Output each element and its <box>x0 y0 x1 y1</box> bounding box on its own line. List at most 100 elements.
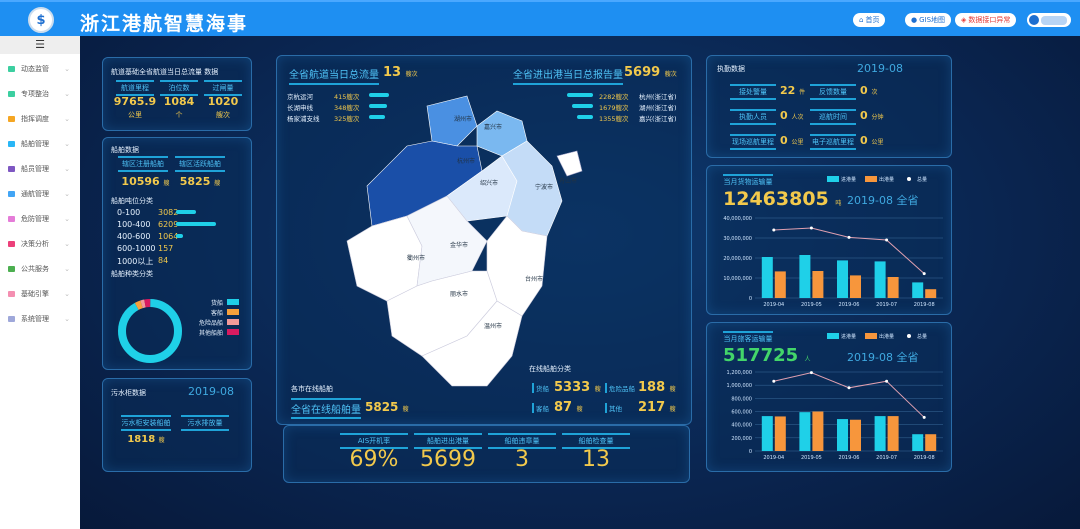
legend-label: 出港量 <box>879 333 894 340</box>
sidebar-item[interactable]: 指挥调度 ⌄ <box>0 106 80 131</box>
home-label: 首页 <box>865 16 880 24</box>
user-menu[interactable] <box>1027 13 1071 27</box>
registered-label: 辖区注册船舶 <box>118 156 168 172</box>
y-tick-label: 0 <box>749 449 752 455</box>
y-tick-label: 40,000,000 <box>723 216 752 222</box>
sidebar-item[interactable]: 公共服务 ⌄ <box>0 256 80 281</box>
enforcement-label: 执勤人员 <box>730 109 776 125</box>
map-region-wenzhou[interactable] <box>421 300 523 387</box>
sidebar-item-label: 动态监管 <box>21 64 49 73</box>
online-title: 各市在线船舶 <box>291 385 333 393</box>
map-region-huzhou[interactable] <box>426 95 478 147</box>
sidebar-item[interactable]: 专项整治 ⌄ <box>0 81 80 106</box>
total-point <box>922 272 926 276</box>
enforcement-label: 现场巡航里程 <box>730 134 776 150</box>
user-icon <box>1029 15 1039 25</box>
bottom-stat-value: 3 <box>515 447 529 472</box>
enforcement-value: 0 公里 <box>860 134 884 147</box>
sewage-panel: 污水柜数据 2019-08 污水柜安装船舶 污水排放量 1818 艘 <box>102 378 252 472</box>
x-tick-label: 2019-04 <box>763 455 784 461</box>
sidebar-item[interactable]: 决策分析 ⌄ <box>0 231 80 256</box>
y-tick-label: 400,000 <box>731 423 752 429</box>
discharge-label: 污水排放量 <box>181 415 229 431</box>
port-value: 1679艘次 <box>599 104 629 112</box>
x-tick-label: 2019-08 <box>914 302 935 308</box>
stat-value: 1084 <box>163 95 195 108</box>
map-region-lishui[interactable] <box>386 270 498 357</box>
home-button[interactable]: ⌂ 首页 <box>853 13 886 27</box>
ship-type-donut <box>118 299 182 363</box>
active-value: 5825 艘 <box>179 175 221 188</box>
menu-toggle-icon[interactable]: ☰ <box>0 36 80 54</box>
sidebar-item[interactable]: 船员管理 ⌄ <box>0 156 80 181</box>
sidebar-item[interactable]: 动态监管 ⌄ <box>0 56 80 81</box>
category-value: 217 艘 <box>638 400 676 415</box>
gis-map-button[interactable]: ● GIS地图 <box>905 13 952 27</box>
city-label: 舟山市 <box>559 178 578 185</box>
port-name: 杭州(浙江省) <box>639 93 677 101</box>
installed-value: 1818 艘 <box>127 434 165 445</box>
route-value: 325艘次 <box>334 115 360 123</box>
legend-label: 其他船舶 <box>198 330 223 337</box>
sidebar-item-label: 系统管理 <box>21 314 49 323</box>
sidebar-item[interactable]: 通航管理 ⌄ <box>0 181 80 206</box>
menu-icon <box>8 65 15 72</box>
layers-icon: ◈ <box>961 16 967 24</box>
legend-swatch <box>227 329 239 335</box>
total-point <box>885 379 889 383</box>
city-label: 嘉兴市 <box>484 124 503 131</box>
tonnage-value: 84 <box>158 256 169 265</box>
tonnage-value: 6209 <box>158 220 179 229</box>
sidebar-item[interactable]: 系统管理 ⌄ <box>0 306 80 331</box>
bottom-stats-panel: AIS开机率 69% 船舶进出港量 5699 船舶违章量 3 船舶检查量 13 <box>283 425 690 483</box>
active-label: 辖区活跃船舶 <box>175 156 225 172</box>
total-point <box>885 238 889 242</box>
cargo-chart: 0 10,000,000 20,000,000 30,000,000 40,000,00… <box>723 176 943 308</box>
category-label: 货船 <box>532 383 549 393</box>
y-tick-label: 1,200,000 <box>727 370 752 376</box>
enforcement-value: 22 件 <box>780 84 806 97</box>
city-label: 温州市 <box>484 323 503 330</box>
installed-label: 污水柜安装船舶 <box>121 415 171 431</box>
city-label: 绍兴市 <box>480 180 499 187</box>
bar-出港量 <box>925 434 937 451</box>
sidebar-item-label: 船舶管理 <box>21 139 49 148</box>
city-label: 金华市 <box>450 242 469 249</box>
enforcement-value: 0 分钟 <box>860 109 884 122</box>
port-bar <box>567 93 593 97</box>
legend-swatch <box>865 333 877 339</box>
tonnage-range: 400-600 <box>117 232 151 241</box>
total-point <box>847 386 851 390</box>
report-title: 全省进出港当日总报告量 <box>513 66 623 85</box>
category-title: 在线船舶分类 <box>529 365 571 373</box>
map-region-zhoushan[interactable] <box>556 150 583 177</box>
sidebar-item[interactable]: 基础引擎 ⌄ <box>0 281 80 306</box>
menu-icon <box>8 240 15 247</box>
chevron-down-icon: ⌄ <box>64 214 70 223</box>
legend-label: 出港量 <box>879 176 894 183</box>
route-value: 415艘次 <box>334 93 360 101</box>
sidebar-item[interactable]: 危防管理 ⌄ <box>0 206 80 231</box>
username-placeholder <box>1041 15 1067 25</box>
legend-label: 客船 <box>210 310 223 317</box>
port-bar <box>577 115 593 119</box>
y-tick-label: 10,000,000 <box>723 276 752 282</box>
y-tick-label: 30,000,000 <box>723 236 752 242</box>
sidebar-item-label: 指挥调度 <box>21 114 49 123</box>
city-label: 杭州市 <box>457 158 476 165</box>
data-interface-error-button[interactable]: ◈ 数据接口异常 <box>955 13 1017 27</box>
total-point <box>772 228 776 232</box>
bar-进港量 <box>799 255 811 298</box>
stat-unit: 个 <box>175 111 183 119</box>
maritime-logo: $ <box>28 7 54 33</box>
x-tick-label: 2019-06 <box>839 302 860 308</box>
menu-icon <box>8 115 15 122</box>
gis-label: GIS地图 <box>919 16 946 24</box>
sidebar-item-label: 基础引擎 <box>21 289 49 298</box>
sidebar-item[interactable]: 船舶管理 ⌄ <box>0 131 80 156</box>
sidebar-item-label: 船员管理 <box>21 164 49 173</box>
ship-data-panel: 船舶数据 辖区注册船舶 辖区活跃船舶 10596 艘 5825 艘 船舶吨位分类… <box>102 137 252 370</box>
chevron-down-icon: ⌄ <box>64 64 70 73</box>
zhejiang-map[interactable] <box>337 86 597 396</box>
bar-出港量 <box>850 419 861 451</box>
